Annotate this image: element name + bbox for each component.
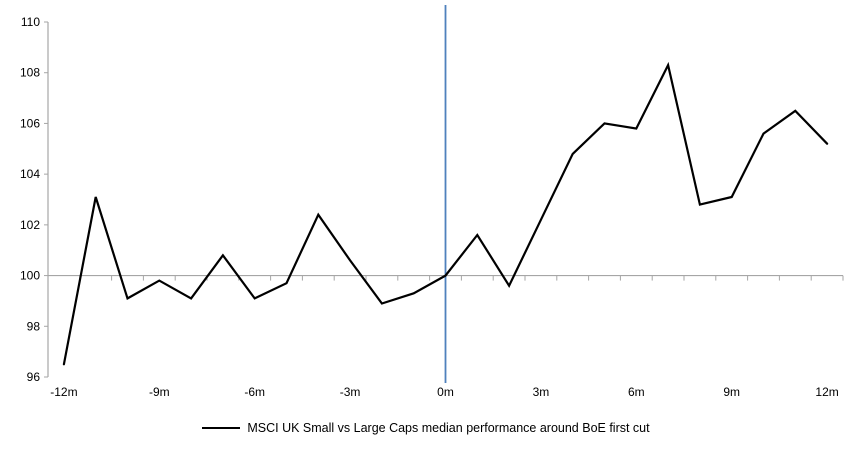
y-tick-label: 110 <box>21 15 40 29</box>
y-tick-label: 104 <box>20 167 40 181</box>
legend-label: MSCI UK Small vs Large Caps median perfo… <box>247 421 650 435</box>
y-tick-label: 108 <box>20 66 40 80</box>
y-tick-label: 98 <box>27 319 41 333</box>
chart-legend: MSCI UK Small vs Large Caps median perfo… <box>0 417 852 439</box>
y-tick-label: 106 <box>20 116 40 130</box>
x-tick-label: -3m <box>340 385 361 399</box>
x-tick-label: 12m <box>815 385 838 399</box>
x-tick-label: 9m <box>723 385 740 399</box>
x-tick-label: -12m <box>50 385 77 399</box>
line-chart: 96 98 100 102 104 106 108 110 -12m -9m -6m -3m 0m 3m 6… <box>20 5 844 399</box>
x-tick-label: 0m <box>437 385 454 399</box>
y-tick-label: 100 <box>20 269 40 283</box>
x-tick-label: 3m <box>533 385 550 399</box>
y-tick-label: 102 <box>20 218 40 232</box>
legend-line-swatch <box>202 427 241 429</box>
x-tick-label: 6m <box>628 385 645 399</box>
x-tick-label: -6m <box>244 385 265 399</box>
y-tick-label: 96 <box>27 370 41 384</box>
x-tick-label: -9m <box>149 385 170 399</box>
series-line <box>62 61 829 366</box>
